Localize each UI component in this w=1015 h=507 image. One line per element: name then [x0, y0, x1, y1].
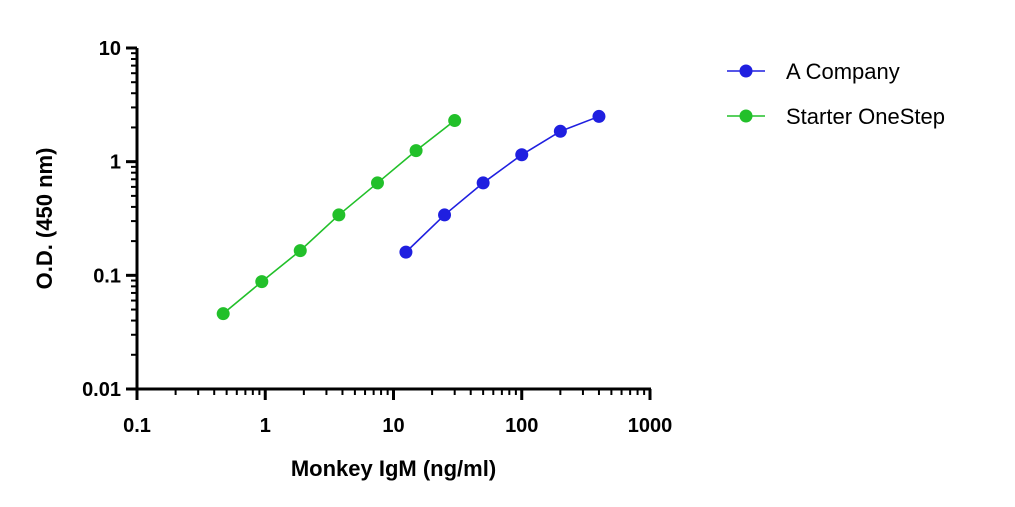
data-point-starter-onestep	[409, 144, 423, 158]
y-tick-label: 1	[110, 152, 121, 174]
axes	[135, 48, 651, 391]
y-axis-title: O.D. (450 nm)	[32, 148, 57, 290]
legend-label-starter-onestep: Starter OneStep	[786, 104, 945, 129]
x-axis-title: Monkey IgM (ng/ml)	[291, 456, 496, 481]
x-tick-label: 100	[505, 415, 538, 437]
data-point-a-company	[399, 245, 413, 259]
series-line-a-company	[405, 115, 600, 253]
x-tick-label: 1000	[628, 415, 673, 437]
y-tick-label: 0.01	[82, 379, 121, 401]
x-tick-label: 1	[260, 415, 271, 437]
data-point-starter-onestep	[370, 176, 384, 190]
data-point-a-company	[476, 176, 490, 190]
legend-marker-a-company	[739, 64, 753, 78]
data-point-starter-onestep	[293, 244, 307, 258]
data-point-a-company	[592, 109, 606, 123]
data-point-a-company	[553, 124, 567, 138]
data-point-starter-onestep	[255, 275, 269, 289]
data-point-starter-onestep	[448, 114, 462, 128]
y-axis-ticks: 0.01 0.1 1 10	[82, 38, 137, 401]
x-tick-label: 0.1	[123, 415, 151, 437]
y-tick-label: 10	[99, 38, 121, 60]
data-point-starter-onestep	[216, 307, 230, 321]
plot-series	[216, 109, 606, 321]
legend-label-a-company: A Company	[786, 59, 900, 84]
y-tick-label: 0.1	[93, 265, 121, 287]
x-axis-ticks: 0.1 1 10 100 1000	[123, 389, 672, 437]
data-point-a-company	[515, 148, 529, 162]
data-point-a-company	[438, 208, 452, 222]
x-tick-label: 10	[382, 415, 404, 437]
legend-marker-starter-onestep	[739, 109, 753, 123]
legend: A Company Starter OneStep	[727, 59, 945, 129]
data-point-starter-onestep	[332, 208, 346, 222]
